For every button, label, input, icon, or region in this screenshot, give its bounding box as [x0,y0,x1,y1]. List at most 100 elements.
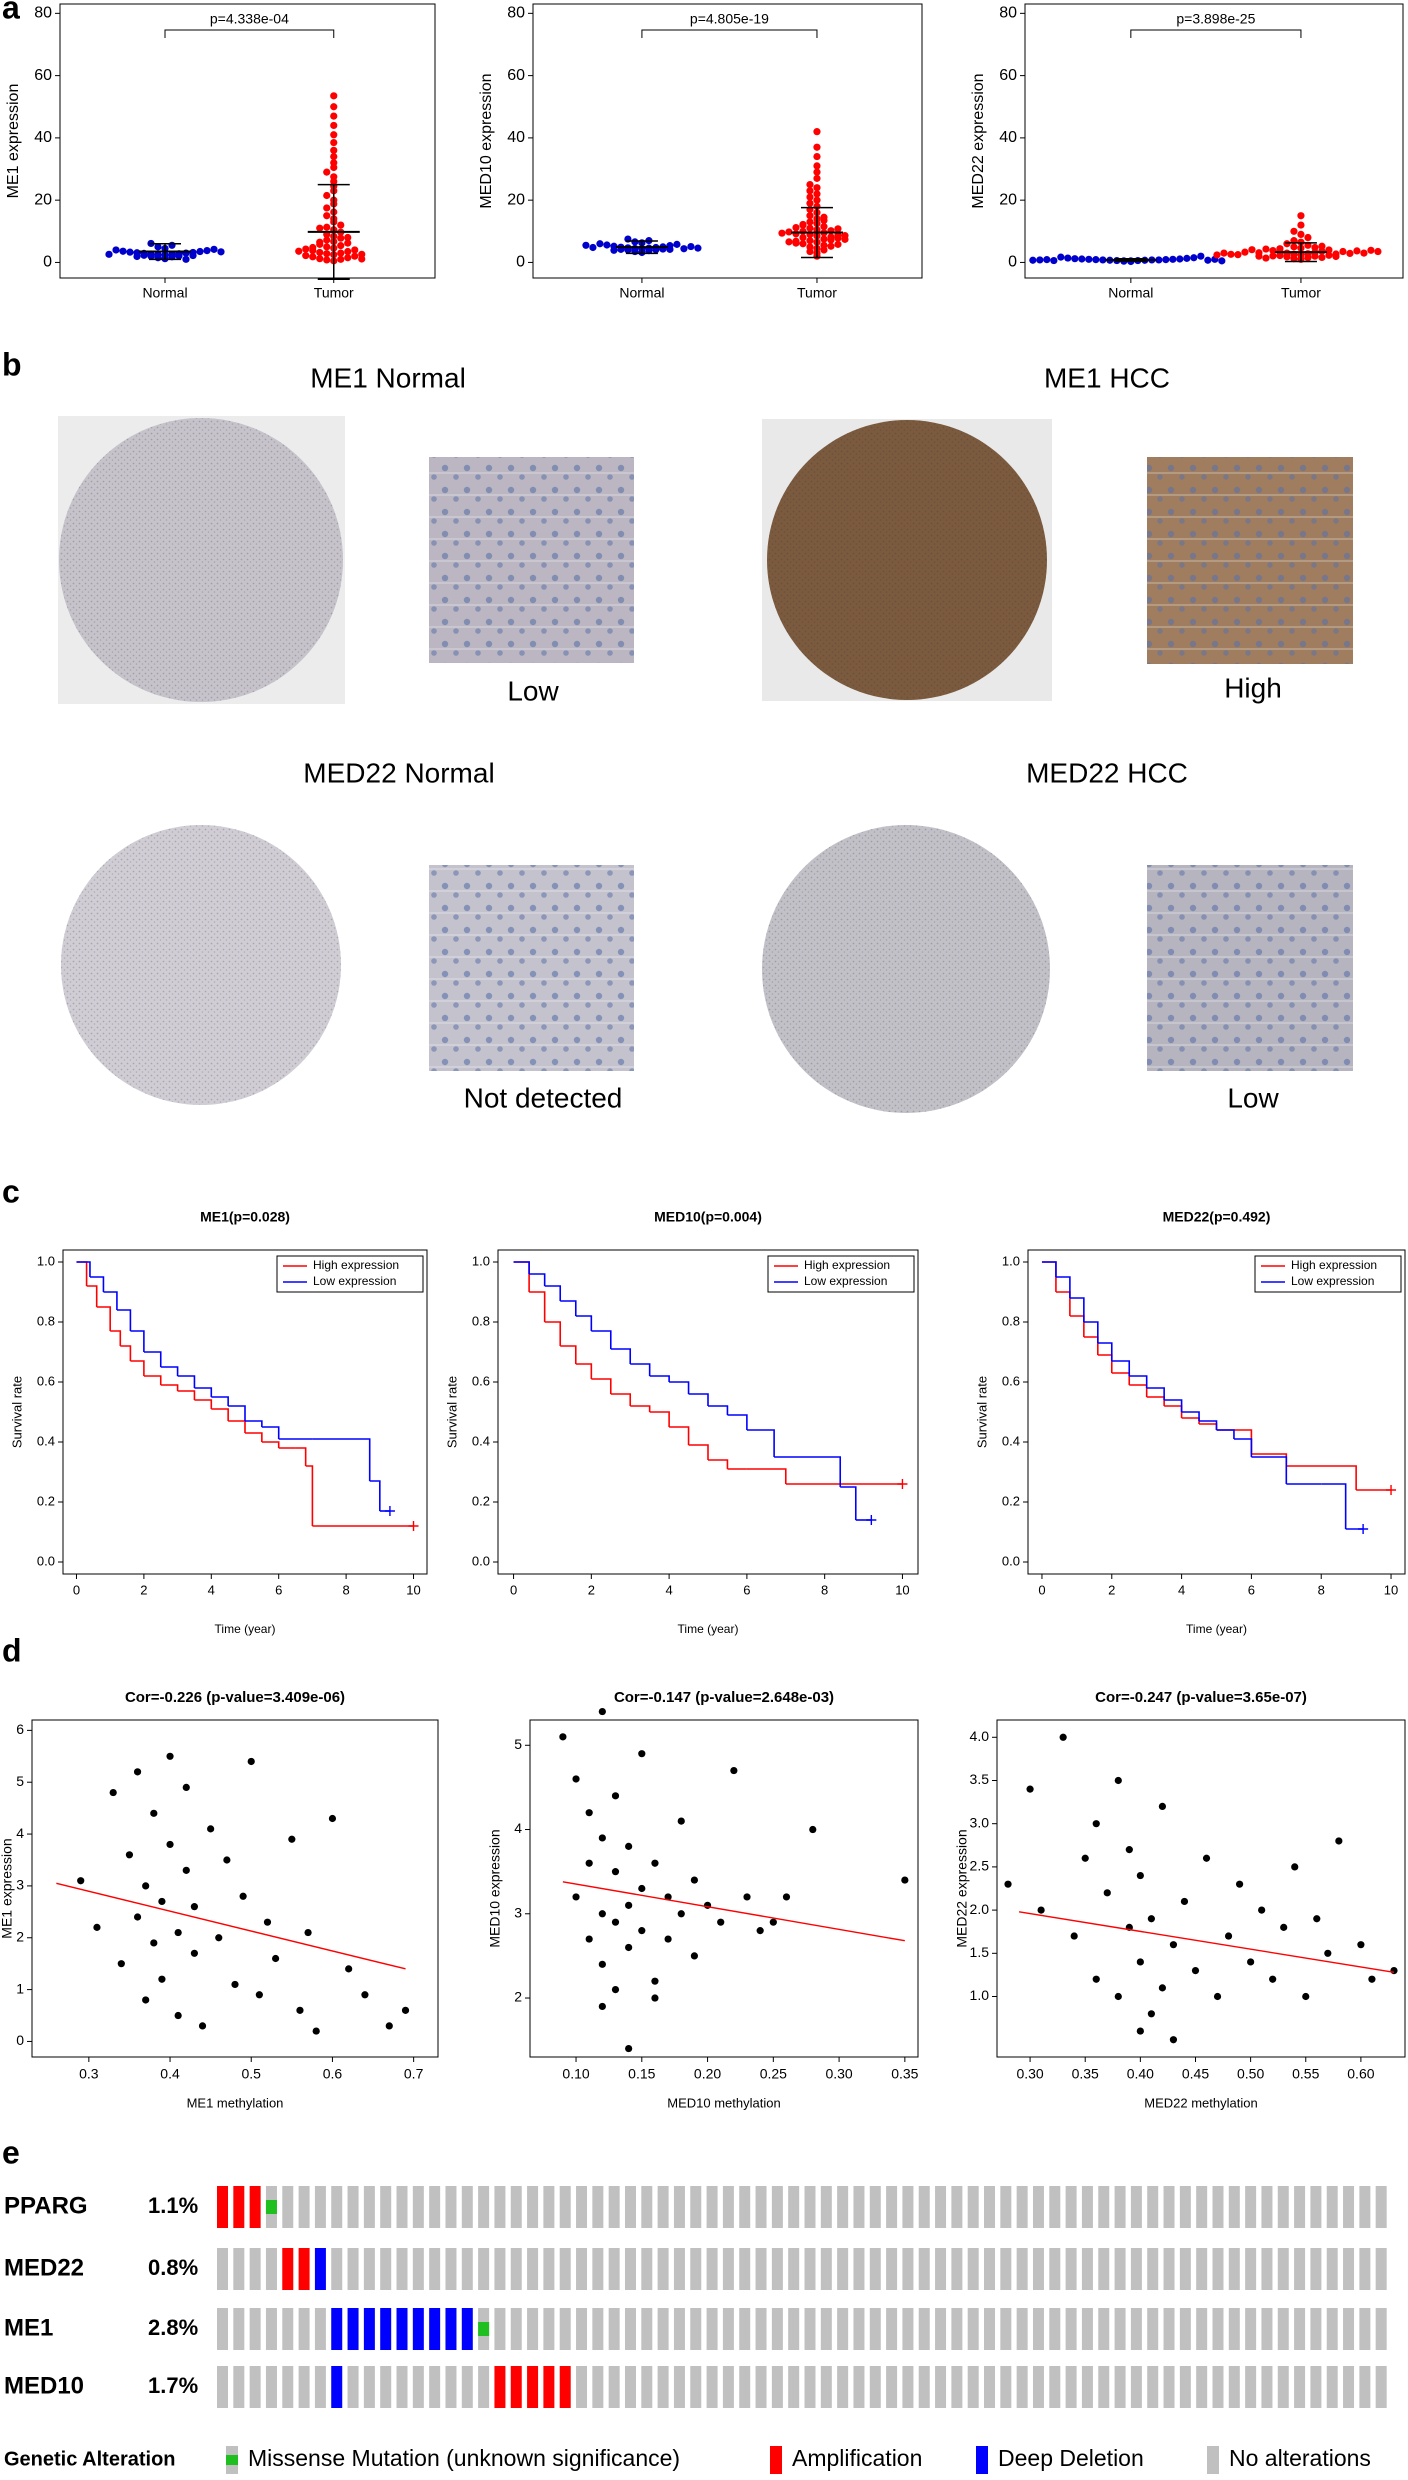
point [625,2044,633,2053]
cell [984,2308,996,2350]
cell [1277,2366,1289,2408]
point [1269,252,1277,260]
cell [478,2322,490,2336]
point [611,1792,620,1800]
point [337,255,345,263]
chart: 1.0 1.5 2.0 2.5 3.0 3.5 4.0 0.30 0.35 0.40 0.45 0.5… [954,1689,1406,2110]
survival-step [211,1396,229,1406]
survival-step [89,1276,105,1292]
cell [804,2186,816,2228]
chart: 0 20 40 60 80 MED22 expression Normal Tumor p=3.… [970,3,1404,301]
survival-step [513,1261,530,1292]
cell [1212,2308,1224,2350]
cell [706,2248,718,2290]
point [1092,256,1100,264]
cell [265,2366,277,2408]
cell [1179,2248,1191,2290]
cell [217,2366,228,2408]
cell [592,2186,604,2228]
cell [527,2308,539,2350]
cell [510,2186,522,2228]
fit-line [1018,1911,1395,1974]
point [316,248,324,257]
point [1114,1776,1122,1785]
cell [592,2248,604,2290]
chart: 0.0 0.2 0.4 0.6 0.8 1.0 0 2 4 6 8 10 Survival rate Ti… [974,1209,1406,1636]
cell [298,2308,310,2350]
cell [559,2186,571,2228]
point [1183,254,1191,262]
chart-title: Cor=-0.147 (p-value=2.648e-03) [614,1689,834,1706]
ihc-title: MED22 Normal [303,757,494,788]
survival-step [727,1414,748,1430]
cell [314,2366,326,2408]
x-tick-label: 0 [1038,1582,1045,1597]
cell [1375,2366,1387,2408]
x-tick-label: 8 [821,1582,828,1597]
censor-mark [1386,1485,1397,1495]
cell [1359,2366,1371,2408]
cell [478,2248,490,2290]
point [323,212,331,220]
cell [1294,2308,1306,2350]
point [1339,247,1347,256]
cell [1163,2366,1175,2408]
point [1325,246,1333,254]
survival-step [1181,1411,1200,1421]
cell [984,2248,996,2290]
y-tick-label: 0.6 [472,1373,490,1388]
point [207,1825,215,1833]
cell [282,2366,294,2408]
cell [886,2186,898,2228]
cell [1343,2308,1355,2350]
cell [1163,2248,1175,2290]
cell [445,2248,457,2290]
point [638,1750,646,1758]
legend-label: High expression [804,1258,890,1272]
cell [673,2366,685,2408]
point [182,1783,190,1791]
y-axis-title: ME1 expression [0,1838,15,1938]
cell [820,2248,832,2290]
cell [1228,2186,1240,2228]
point [288,1835,296,1843]
y-tick-label: 4 [16,1825,24,1841]
y-axis-title: MED22 expression [954,1829,970,1947]
cell [1098,2366,1110,2408]
point [769,1918,777,1926]
cell [886,2248,898,2290]
survival-step [1111,1372,1131,1385]
point [1169,255,1177,263]
survival-step [194,1387,213,1397]
survival-step [591,1378,612,1394]
survival-step [1181,1417,1200,1424]
y-axis-title: Survival rate [444,1376,459,1448]
survival-step [774,1456,842,1487]
cell [592,2308,604,2350]
x-tick-label: 0.50 [1237,2066,1264,2082]
point [1078,255,1086,263]
x-tick-label: 0.3 [79,2066,99,2082]
point [1325,251,1333,259]
cell [576,2248,588,2290]
point [1368,1975,1376,1983]
survival-step [708,1459,729,1469]
point [215,1934,223,1942]
point [117,1960,125,1968]
x-axis-title: MED22 methylation [1144,2095,1257,2110]
survival-step [708,1405,729,1415]
y-tick-label: 4.0 [970,1728,990,1744]
point [1213,251,1221,259]
cell [461,2366,473,2408]
cell [1245,2366,1257,2408]
survival-step [76,1261,88,1286]
cell [461,2248,473,2290]
survival-step [1041,1261,1057,1292]
x-tick-label: 0.6 [323,2066,343,2082]
y-tick-label: 4 [514,1820,522,1836]
x-tick-label: 0.55 [1292,2066,1319,2082]
cell [396,2186,408,2228]
legend-label: Amplification [792,2445,922,2471]
point [806,243,814,251]
